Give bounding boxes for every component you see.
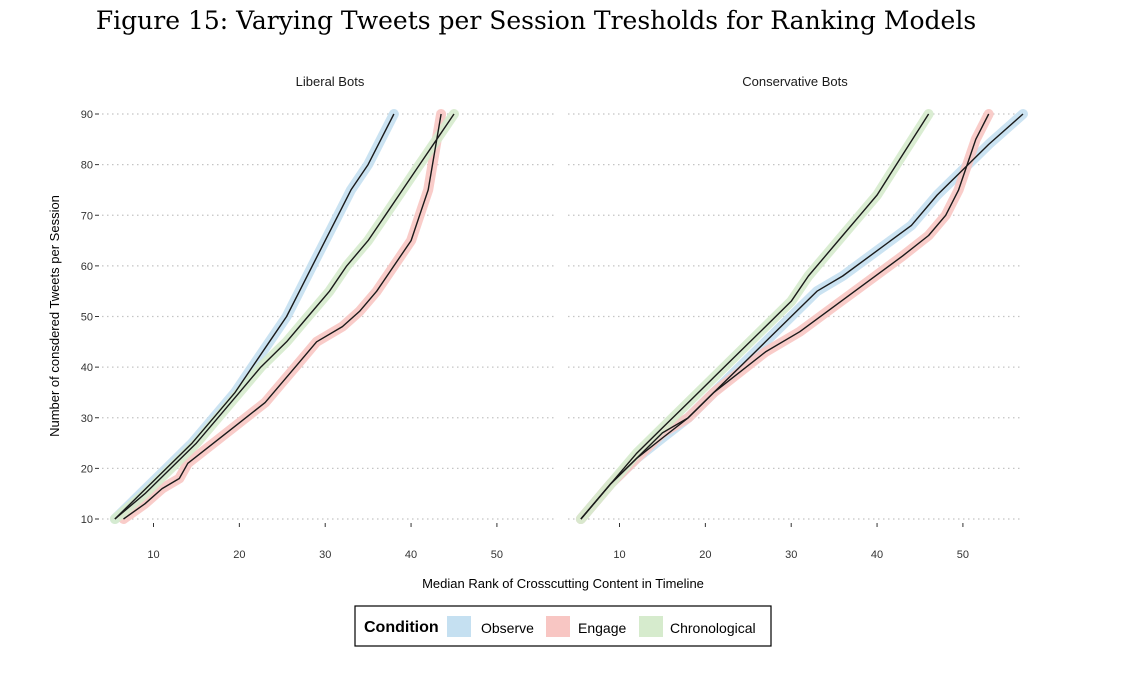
panel-conservative: Conservative Bots 10 20 30 40 50 bbox=[568, 74, 1028, 561]
legend-label-observe: Observe bbox=[481, 620, 534, 636]
x-tick-label-30: 30 bbox=[319, 549, 331, 561]
y-tick-label-10: 10 bbox=[81, 514, 93, 526]
series-line-chronological bbox=[114, 113, 455, 520]
panel-liberal: Liberal Bots 10 20 30 40 50 60 70 80 90 10 20 30 40… bbox=[81, 74, 557, 561]
y-tick-label-80: 80 bbox=[81, 160, 93, 172]
x-axis-conservative: 10 20 30 40 50 bbox=[613, 523, 969, 561]
x-axis-label: Median Rank of Crosscutting Content in T… bbox=[422, 576, 704, 591]
series-line-observe bbox=[580, 113, 1024, 520]
x-tick-label-10: 10 bbox=[613, 549, 625, 561]
figure-title: Figure 15: Varying Tweets per Session Tr… bbox=[95, 6, 977, 35]
confidence-band-observe bbox=[575, 109, 1028, 524]
y-tick-label-20: 20 bbox=[81, 463, 93, 475]
legend-swatch-engage bbox=[546, 616, 570, 637]
x-axis-liberal: 10 20 30 40 50 bbox=[147, 523, 503, 561]
x-tick-label-40: 40 bbox=[871, 549, 883, 561]
legend-swatch-observe bbox=[447, 616, 471, 637]
x-tick-label-20: 20 bbox=[233, 549, 245, 561]
series-line-chronological bbox=[580, 113, 930, 520]
y-axis-liberal: 10 20 30 40 50 60 70 80 90 bbox=[81, 109, 99, 526]
series-group-conservative bbox=[575, 109, 1028, 524]
panel-title-liberal: Liberal Bots bbox=[296, 74, 365, 89]
legend-label-chronological: Chronological bbox=[670, 620, 756, 636]
y-tick-label-40: 40 bbox=[81, 362, 93, 374]
grid-conservative bbox=[568, 113, 1023, 520]
series-group-liberal bbox=[109, 109, 459, 524]
y-tick-label-60: 60 bbox=[81, 261, 93, 273]
y-axis-label: Number of consdered Tweets per Session bbox=[47, 195, 62, 437]
legend-label-engage: Engage bbox=[578, 620, 626, 636]
y-tick-label-70: 70 bbox=[81, 210, 93, 222]
legend-title: Condition bbox=[364, 619, 439, 636]
panel-title-conservative: Conservative Bots bbox=[742, 74, 848, 89]
x-tick-label-30: 30 bbox=[785, 549, 797, 561]
x-tick-label-20: 20 bbox=[699, 549, 711, 561]
y-tick-label-90: 90 bbox=[81, 109, 93, 121]
series-line-observe bbox=[114, 113, 395, 520]
x-tick-label-50: 50 bbox=[957, 549, 969, 561]
series-line-engage bbox=[580, 113, 990, 520]
x-tick-label-10: 10 bbox=[147, 549, 159, 561]
legend-swatch-chronological bbox=[639, 616, 663, 637]
legend: Condition Observe Engage Chronological bbox=[354, 605, 772, 647]
y-tick-label-30: 30 bbox=[81, 413, 93, 425]
x-tick-label-50: 50 bbox=[491, 549, 503, 561]
series-line-engage bbox=[123, 113, 442, 520]
y-tick-label-50: 50 bbox=[81, 312, 93, 324]
x-tick-label-40: 40 bbox=[405, 549, 417, 561]
